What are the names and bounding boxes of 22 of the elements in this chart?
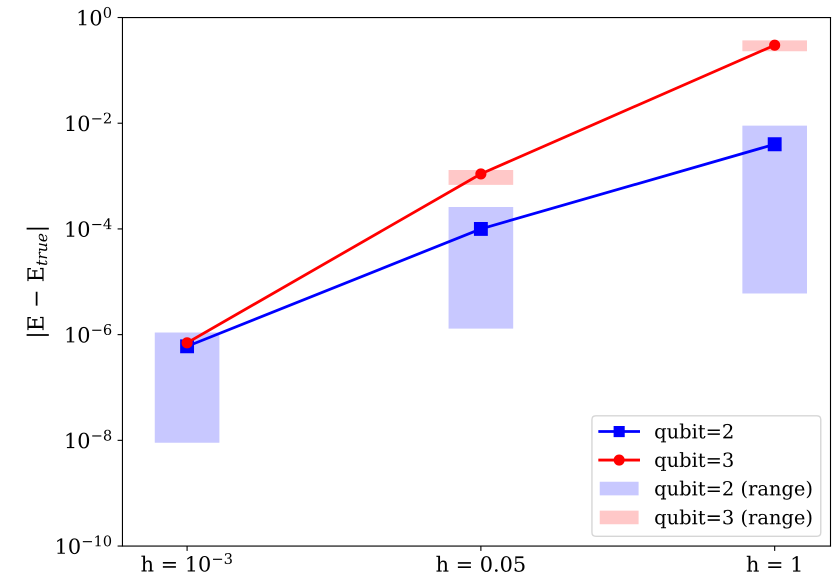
point: [182, 337, 193, 348]
y-tick-label: 10$^{−6}$: [66, 324, 112, 343]
legend-label: qubit=2 (range): [655, 480, 812, 500]
point: [475, 168, 486, 180]
legend-label: qubit=3 (range): [655, 509, 812, 529]
point: [769, 40, 780, 51]
bar: [154, 332, 220, 443]
y-tick-label: 10$^{−2}$: [66, 112, 111, 132]
y-tick-label: 10$^{−10}$: [57, 535, 112, 554]
point: [768, 137, 782, 152]
y-tick-label: 10$^{0}$: [78, 6, 112, 26]
x-tick-label: h = 10$^{−3}$: [141, 553, 232, 572]
bar: [448, 206, 514, 329]
y-tick-label: 10$^{−4}$: [66, 218, 112, 237]
x-tick-label: h = 1: [746, 556, 800, 572]
legend-label: qubit=2: [655, 424, 732, 442]
y-tick-label: 10$^{−8}$: [66, 430, 112, 448]
bar: [742, 126, 807, 294]
legend-label: qubit=3: [655, 452, 733, 471]
x-tick-label: h = 0.05: [436, 556, 525, 572]
point: [474, 222, 488, 236]
y-axis-title: |E − E$_{true}$|: [26, 228, 49, 336]
